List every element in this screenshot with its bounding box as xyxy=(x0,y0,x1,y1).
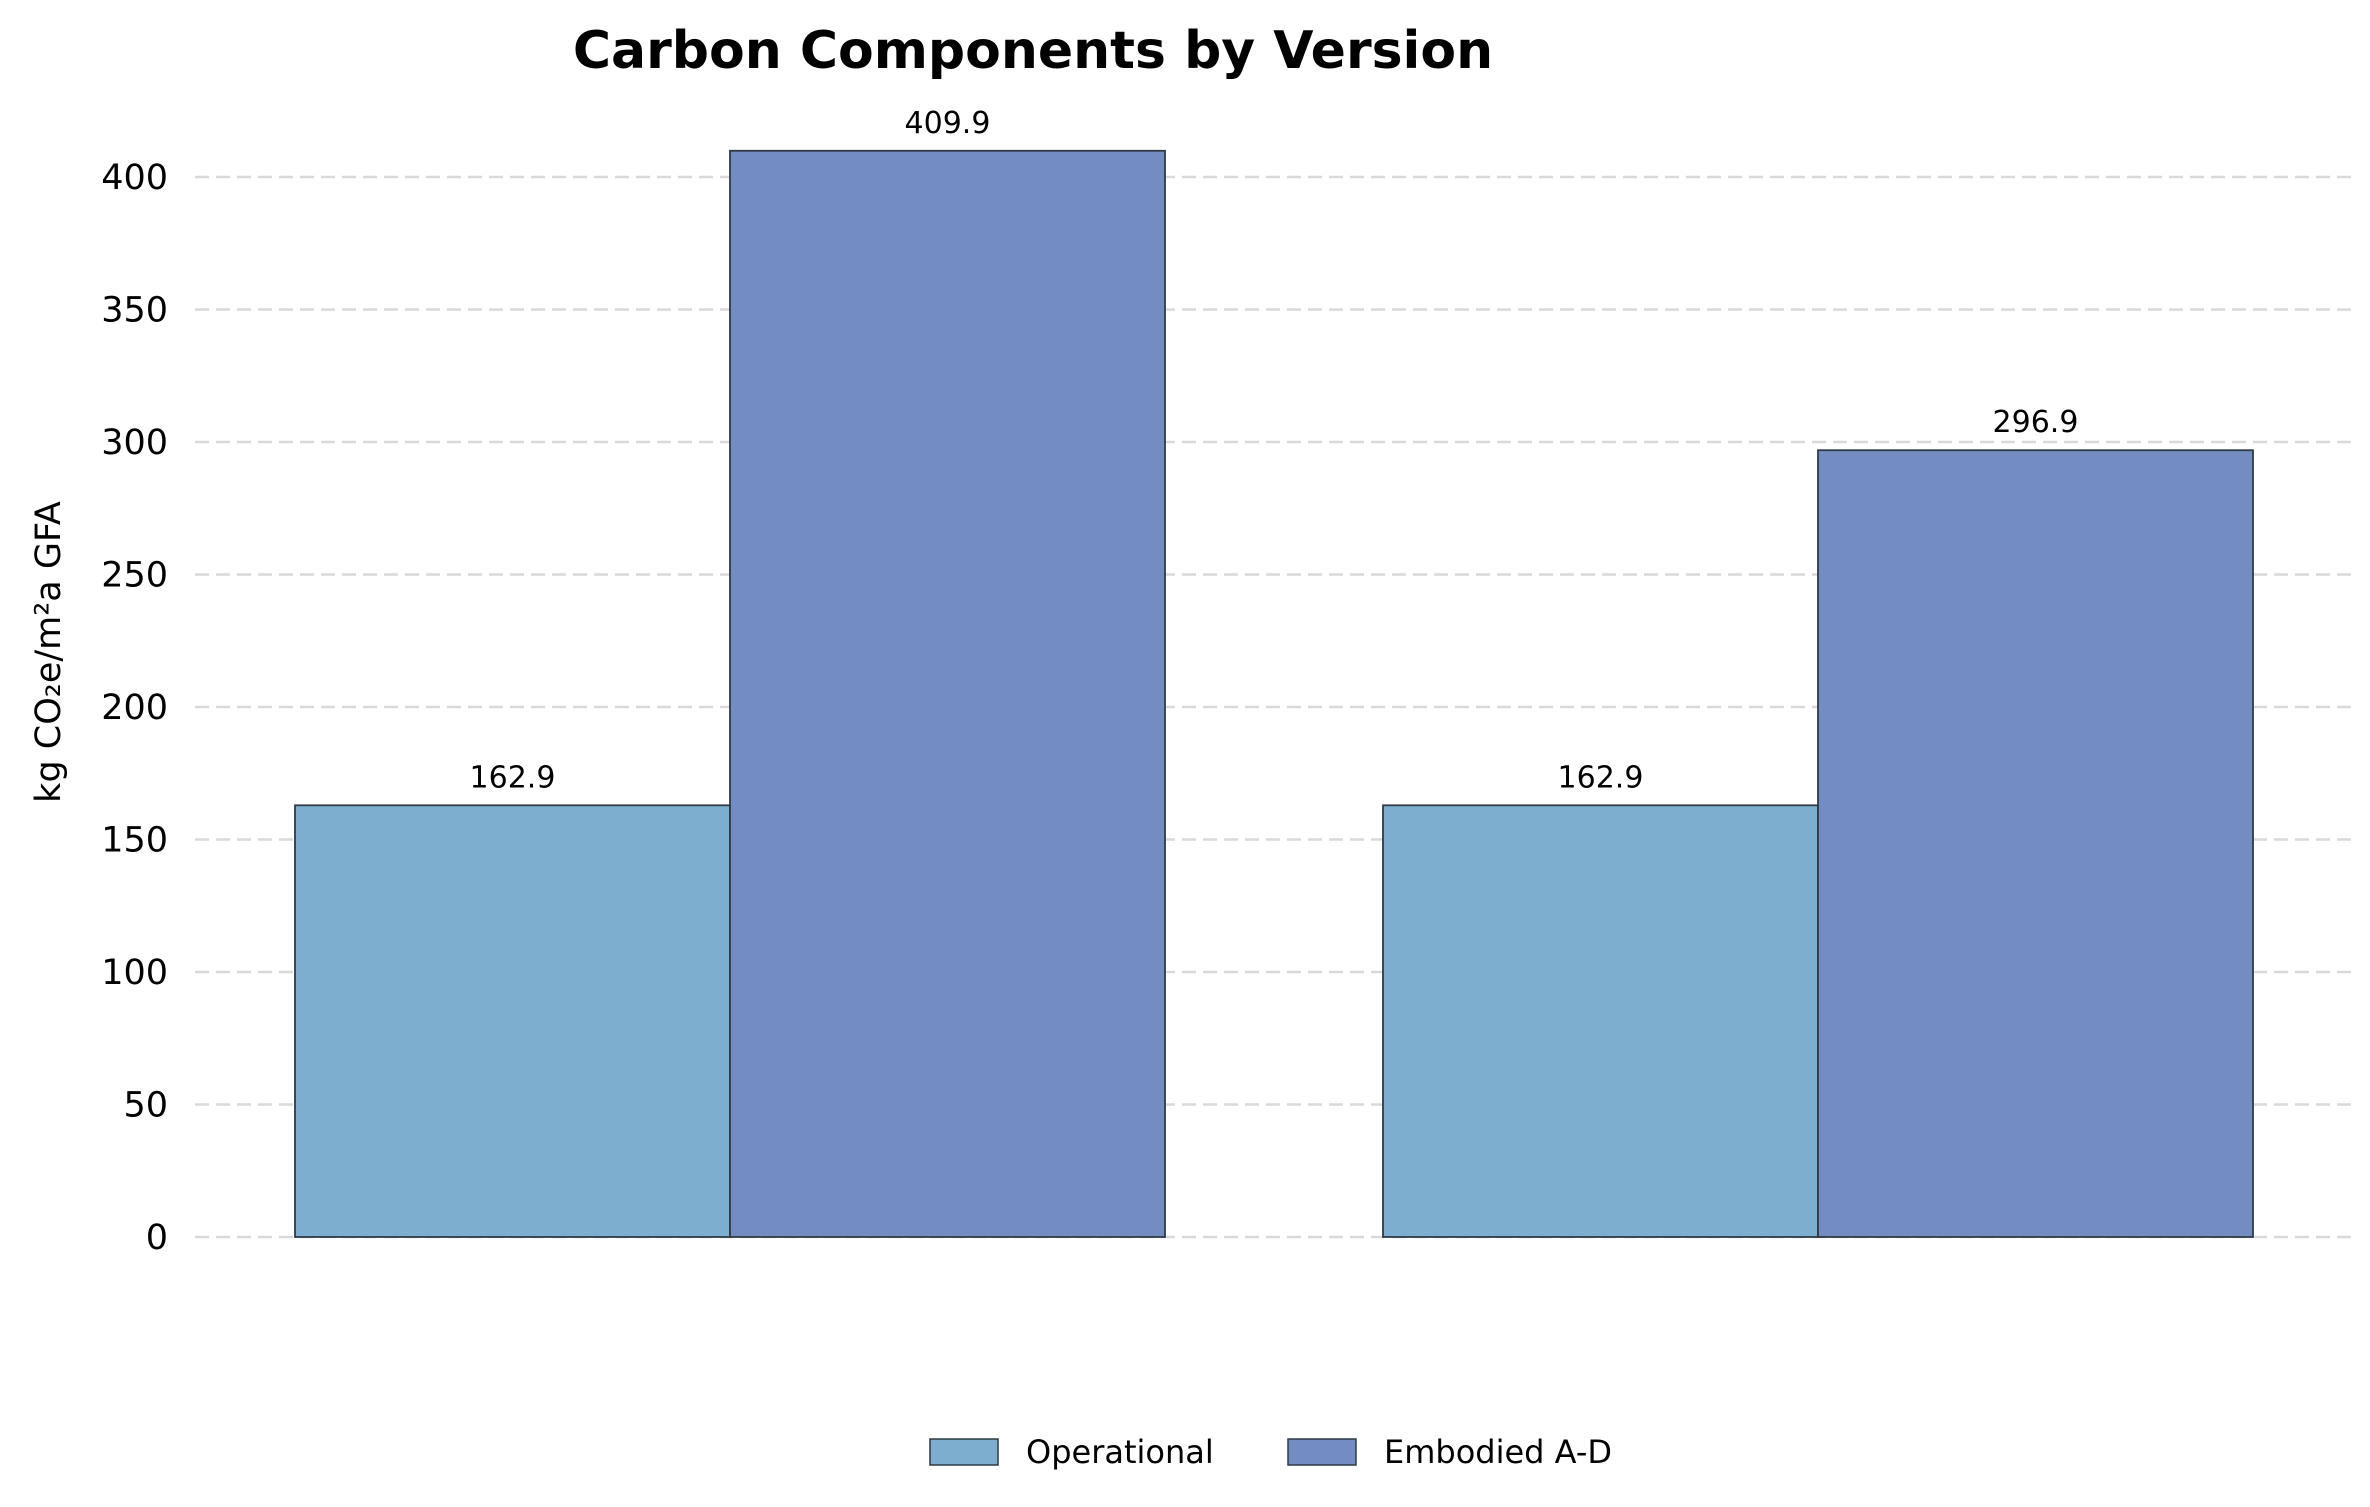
bar-embodied-a-d-2 xyxy=(1817,449,2254,1238)
bar-embodied-a-d-1 xyxy=(729,149,1166,1238)
y-tick-label: 150 xyxy=(101,821,168,861)
y-tick-label: 0 xyxy=(146,1218,168,1258)
y-tick-label: 250 xyxy=(101,556,168,596)
y-tick-label: 350 xyxy=(101,291,168,331)
y-axis-label: kg CO₂e/m²a GFA xyxy=(29,501,69,803)
legend-label-2: Embodied A-D xyxy=(1384,1433,1612,1471)
bar-operational-1 xyxy=(294,804,731,1238)
data-labels: 162.9 162.9 409.9 296.9 xyxy=(470,106,2079,796)
legend-swatch-1 xyxy=(929,1438,999,1466)
y-tick-label: 200 xyxy=(101,688,168,728)
chart-title: Carbon Components by Version xyxy=(573,21,1493,81)
y-tick-label: 400 xyxy=(101,158,168,198)
data-label: 409.9 xyxy=(905,106,991,141)
y-axis-ticks: 0 50 100 150 200 250 300 350 400 xyxy=(101,158,168,1258)
y-tick-label: 100 xyxy=(101,953,168,993)
bars xyxy=(294,149,2254,1238)
data-label: 296.9 xyxy=(1993,405,2079,440)
y-tick-label: 300 xyxy=(101,423,168,463)
legend-swatch-2 xyxy=(1287,1438,1357,1466)
legend: Operational Embodied A-D xyxy=(929,1433,1612,1471)
legend-label-1: Operational xyxy=(1026,1433,1214,1471)
data-label: 162.9 xyxy=(470,760,556,795)
y-tick-label: 50 xyxy=(123,1086,168,1126)
data-label: 162.9 xyxy=(1558,760,1644,795)
bar-operational-2 xyxy=(1382,804,1819,1238)
